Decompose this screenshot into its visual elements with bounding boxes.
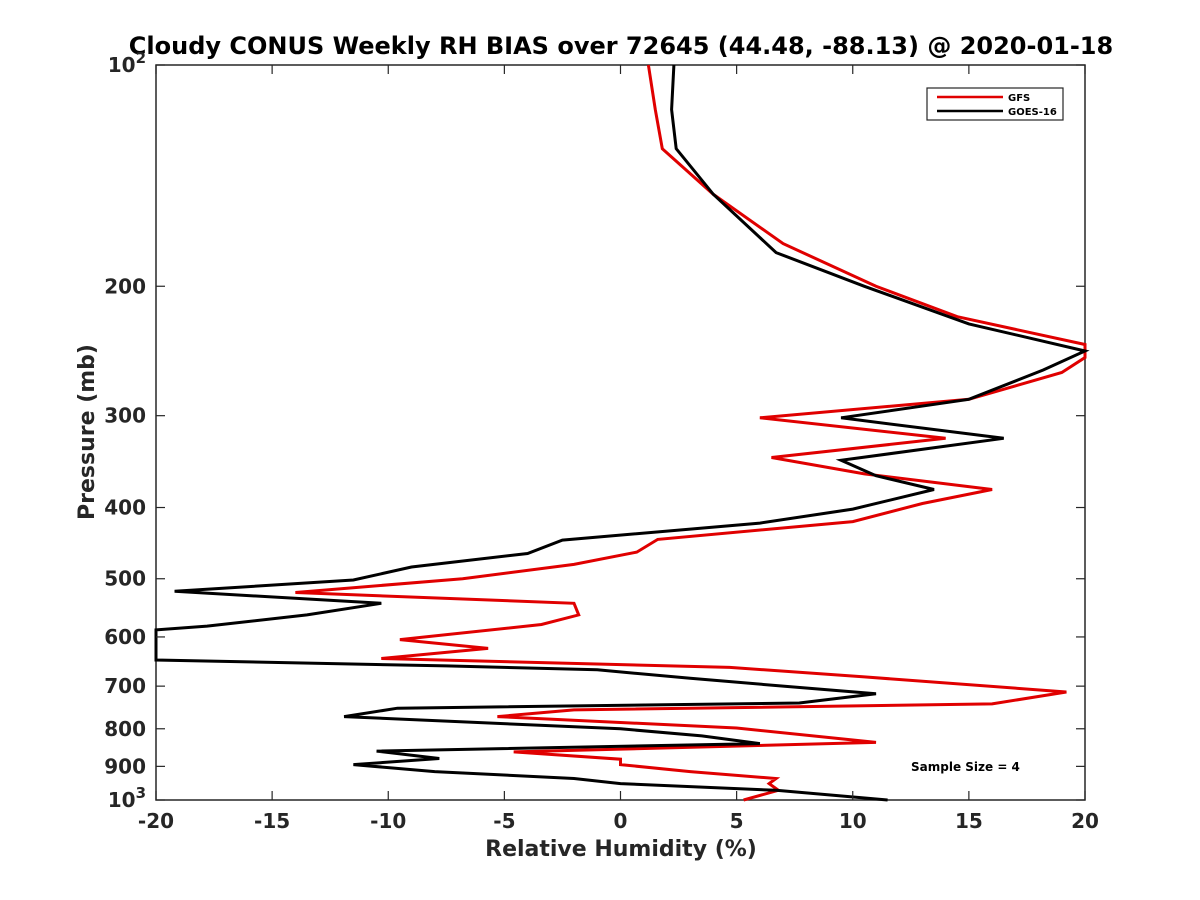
x-tick-label: -5 [493, 809, 515, 833]
plot-frame [155, 64, 1086, 801]
y-tick-label: 102 [108, 49, 146, 77]
sample-size-annotation: Sample Size = 4 [911, 760, 1020, 774]
x-tick-label: 0 [614, 809, 628, 833]
plot-area: -20 -15 -10 -5 0 5 10 15 20 102 200 300 400 500 600 70… [104, 49, 1099, 833]
y-tick-label: 200 [104, 274, 146, 298]
legend-label-goes16: GOES-16 [1008, 107, 1057, 118]
x-axis-label: Relative Humidity (%) [485, 837, 757, 862]
legend: GFS GOES-16 [926, 87, 1064, 121]
y-tick-label: 900 [104, 754, 146, 778]
x-tick-label: 15 [955, 809, 983, 833]
series-group [154, 64, 1090, 802]
y-tick-label: 300 [104, 404, 146, 428]
y-tick-label: 700 [104, 674, 146, 698]
x-tick-label: -10 [370, 809, 406, 833]
x-tick-label: -15 [254, 809, 290, 833]
legend-label-gfs: GFS [1008, 93, 1030, 104]
x-tick-label: 5 [730, 809, 744, 833]
y-tick-label: 500 [104, 567, 146, 591]
y-tick-label: 600 [104, 625, 146, 649]
x-tick-label: 10 [839, 809, 867, 833]
y-axis-label: Pressure (mb) [75, 344, 100, 520]
y-axis-ticks: 102 200 300 400 500 600 700 800 900 103 [104, 49, 1085, 812]
chart-title: Cloudy CONUS Weekly RH BIAS over 72645 (… [129, 32, 1113, 60]
series-line-goes16 [154, 64, 1090, 802]
series-line-gfs [295, 64, 1087, 802]
y-tick-label: 103 [108, 784, 146, 812]
y-tick-label: 400 [104, 496, 146, 520]
legend-box [926, 87, 1064, 121]
x-tick-label: 20 [1071, 809, 1099, 833]
x-tick-label: -20 [138, 809, 174, 833]
x-axis-ticks: -20 -15 -10 -5 0 5 10 15 20 [138, 65, 1099, 833]
y-tick-label: 800 [104, 717, 146, 741]
